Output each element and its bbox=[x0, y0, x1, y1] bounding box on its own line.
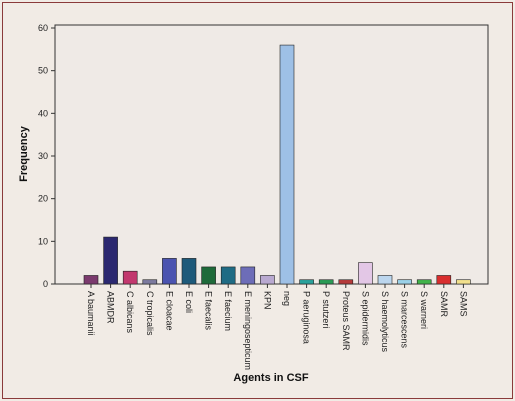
bar bbox=[456, 279, 471, 285]
bar bbox=[318, 279, 334, 285]
bar bbox=[162, 258, 177, 285]
x-tick-label: neg bbox=[282, 291, 292, 306]
x-tick-label: KPN bbox=[262, 291, 272, 310]
x-tick-label: SAMS bbox=[458, 291, 468, 317]
x-tick-label: E meningosepticum bbox=[243, 291, 253, 370]
bar bbox=[83, 275, 99, 285]
x-tick-label: ABMDR bbox=[106, 291, 116, 324]
bar bbox=[436, 275, 452, 285]
bar bbox=[338, 279, 354, 285]
x-tick-label: A baumanii bbox=[86, 291, 96, 336]
y-tick-label: 20 bbox=[38, 194, 48, 204]
bar bbox=[103, 236, 118, 285]
y-tick-label: 30 bbox=[38, 151, 48, 161]
y-tick-label: 60 bbox=[38, 23, 48, 33]
x-tick-label: E cloacae bbox=[164, 291, 174, 331]
x-tick-label: P aeruginosa bbox=[302, 291, 312, 344]
y-tick-label: 50 bbox=[38, 66, 48, 76]
bar bbox=[299, 279, 314, 285]
x-axis-title: Agents in CSF bbox=[233, 372, 308, 384]
bar bbox=[397, 279, 412, 285]
x-tick-label: S epidermidis bbox=[360, 291, 370, 346]
x-tick-label: E faecalis bbox=[204, 291, 214, 331]
y-axis: 0 10 20 30 40 50 60 bbox=[38, 23, 55, 289]
bar bbox=[181, 258, 197, 285]
x-tick-label: S haemolyticus bbox=[380, 291, 390, 353]
y-tick-label: 40 bbox=[38, 108, 48, 118]
bar-chart: 0 10 20 30 40 50 60 A baumanii ABMDR C albicans C… bbox=[18, 23, 489, 384]
bar bbox=[122, 270, 138, 285]
bar bbox=[279, 44, 295, 285]
y-tick-label: 10 bbox=[38, 236, 48, 246]
bar bbox=[416, 279, 432, 285]
plot-area bbox=[54, 24, 489, 285]
x-tick-label: C tropicalis bbox=[145, 291, 155, 336]
x-tick-label: P stutzeri bbox=[321, 291, 331, 328]
bar bbox=[201, 266, 216, 285]
x-tick-label: S warneri bbox=[419, 291, 429, 329]
x-axis: A baumanii ABMDR C albicans C tropicalis E c… bbox=[86, 284, 468, 370]
bar bbox=[142, 279, 158, 285]
x-tick-label: E faecium bbox=[223, 291, 233, 331]
bar bbox=[220, 266, 236, 285]
bar bbox=[377, 275, 393, 285]
y-tick-label: 0 bbox=[43, 279, 48, 289]
bar bbox=[240, 266, 256, 285]
bar-series bbox=[83, 44, 471, 285]
x-tick-label: SAMR bbox=[439, 291, 449, 318]
x-tick-label: C albicans bbox=[125, 291, 135, 334]
x-tick-label: E coli bbox=[184, 291, 194, 313]
bar bbox=[358, 262, 373, 285]
x-tick-label: S marcescens bbox=[400, 291, 410, 349]
bar bbox=[260, 275, 275, 285]
y-axis-title: Frequency bbox=[18, 125, 30, 182]
x-tick-label: Proteus SAMR bbox=[341, 291, 351, 351]
